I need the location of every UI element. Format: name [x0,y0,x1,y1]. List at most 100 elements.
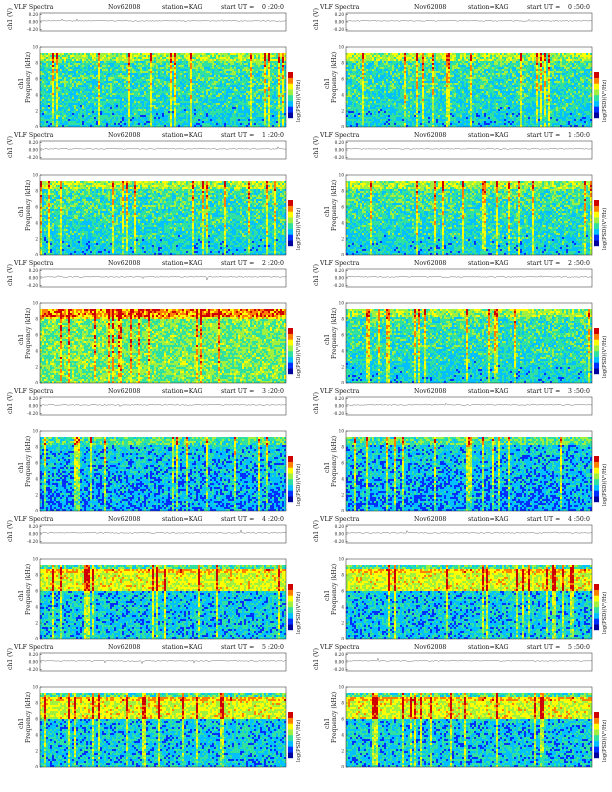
colorbar-segment [288,328,293,334]
y-tick-label: 4 [341,476,344,481]
y-axis-label: Frequency (kHz) [25,52,32,103]
y-axis-label: Frequency (kHz) [25,564,32,615]
channel-label: ch1 [18,334,25,345]
y-tick-label: 4 [341,732,344,737]
channel-label: ch1 [324,206,331,217]
colorbar-segment [594,328,599,334]
start-label: start UT = [221,260,254,267]
colorbar-segment [288,729,293,736]
chart-title: VLF Spectra [319,4,360,11]
y-tick-label: 10 [339,428,345,433]
spectrogram-frame [345,302,593,384]
colorbar-segment [288,467,293,474]
y-tick-label: 0 [341,764,344,768]
amplitude-tick-label: 0.20 [29,652,39,657]
y-tick-label: 4 [341,604,344,609]
colorbar-label: log(PSD)(V²/Hz) [295,208,302,250]
colorbar-label: log(PSD)(V²/Hz) [601,336,608,378]
amplitude-tick-label: 0.00 [29,659,39,664]
amplitude-axis-label: ch1 (V) [313,520,320,542]
amplitude-tick-label: 0.00 [29,403,39,408]
colorbar-segment [288,362,293,369]
x-axis-strip [0,114,306,128]
spectrogram [346,181,592,255]
amplitude-axis-label: ch1 (V) [7,520,14,542]
panel-svg: VLF Spectra Nov62008 station=KAG start UT =… [313,260,608,384]
amplitude-tick-label: -0.20 [333,27,344,32]
y-tick-label: 10 [339,556,345,561]
panel-svg: VLF Spectra Nov62008 station=KAG start UT =… [7,260,302,384]
date-label: Nov62008 [108,516,140,523]
station-label: station=KAG [162,4,203,11]
colorbar-segment [594,368,599,375]
spectrogram-frame [345,46,593,128]
y-tick-label: 0 [35,252,38,256]
spectrogram-panel: VLF Spectra Nov62008 station=KAG start UT =… [0,640,306,768]
colorbar-segment [288,456,293,462]
x-axis-strip [0,498,306,512]
colorbar-segment [594,467,599,474]
y-tick-label: 6 [341,76,344,81]
colorbar-segment [288,479,293,485]
start-time: 5 :20:0 [262,644,284,651]
y-tick-label: 0 [341,252,344,256]
colorbar-segment [288,234,293,241]
colorbar-segment [594,228,599,235]
amplitude-frame [39,652,287,672]
x-axis-strip [306,498,612,512]
amplitude-tick-label: -0.20 [27,283,38,288]
colorbar-segment [594,740,599,747]
colorbar-segment [288,496,293,503]
colorbar-segment [288,345,293,352]
amplitude-trace [39,146,287,150]
start-time: 3 :20:0 [262,388,284,395]
y-tick-label: 8 [341,444,344,449]
amplitude-tick-label: -0.20 [27,155,38,160]
colorbar-segment [594,200,599,206]
chart-title: VLF Spectra [13,260,54,267]
y-tick-label: 10 [33,684,39,689]
colorbar-segment [288,712,293,718]
spectrogram [40,565,286,639]
colorbar-segment [594,83,599,90]
amplitude-trace [39,660,287,665]
spectrogram [40,693,286,767]
colorbar-segment [594,112,599,119]
amplitude-tick-label: -0.20 [27,539,38,544]
station-label: station=KAG [468,516,509,523]
y-tick-label: 4 [35,732,38,737]
colorbar-segment [594,356,599,363]
y-tick-label: 8 [341,572,344,577]
y-tick-label: 6 [35,716,38,721]
start-time: 1 :20:0 [262,132,284,139]
colorbar-segment [594,712,599,718]
panel-svg: VLF Spectra Nov62008 station=KAG start UT =… [7,4,302,128]
colorbar-segment [594,205,599,212]
colorbar-segment [594,362,599,369]
colorbar-segment [594,106,599,113]
colorbar-segment [288,723,293,730]
chart-title: VLF Spectra [13,644,54,651]
chart-title: VLF Spectra [13,516,54,523]
y-tick-label: 10 [339,172,345,177]
y-tick-label: 6 [35,588,38,593]
x-axis-strip [306,626,612,640]
amplitude-trace [39,529,287,534]
amplitude-trace [39,18,287,23]
colorbar-segment [594,473,599,480]
y-tick-label: 6 [35,460,38,465]
colorbar-segment [594,589,599,596]
spectrogram [346,565,592,639]
colorbar-segment [288,589,293,596]
start-time: 2 :20:0 [262,260,284,267]
amplitude-tick-label: 0.20 [335,652,345,657]
start-label: start UT = [221,4,254,11]
amplitude-axis-label: ch1 (V) [7,8,14,30]
y-tick-label: 0 [35,508,38,512]
y-axis-label: Frequency (kHz) [331,436,338,487]
colorbar-segment [594,234,599,241]
colorbar-segment [594,729,599,736]
colorbar-segment [594,717,599,724]
colorbar-segment [288,368,293,375]
amplitude-frame [39,396,287,416]
